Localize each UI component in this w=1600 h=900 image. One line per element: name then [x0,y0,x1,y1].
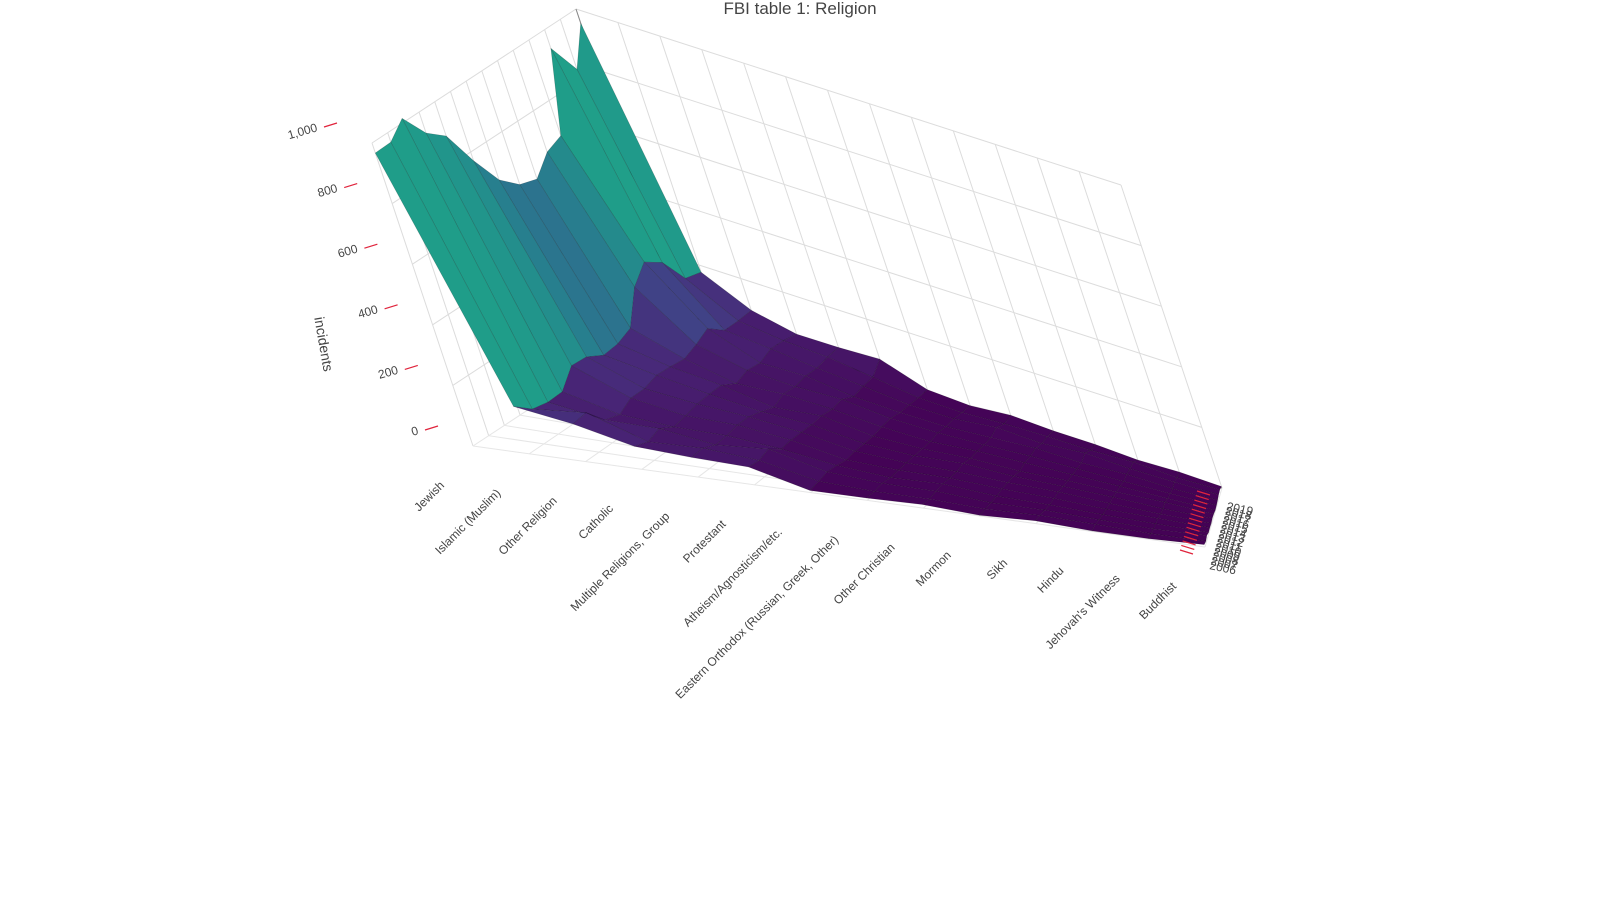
year-tick-label: 2008 [1211,549,1240,568]
chart-title: FBI table 1: Religion [723,0,876,18]
surface-cell[interactable] [1148,533,1207,545]
year-tick-mark [1179,549,1194,555]
year-tick-mark [1187,522,1202,528]
surface-cell[interactable] [1155,518,1211,533]
year-tick-label: 2010 [1214,540,1243,559]
year-tick-mark [1185,531,1199,537]
year-tick-label: 2007 [1210,554,1239,573]
back-wall-z-gridline [616,129,1162,307]
category-tick-label: Protestant [680,517,729,566]
back-wall-z-gridline [656,250,1202,428]
year-tick-mark [1182,540,1196,546]
z-tick-label: 400 [356,302,379,321]
surface-cell[interactable] [1174,477,1221,496]
year-tick-label: 2017 [1223,508,1252,527]
year-tick-mark [1195,494,1209,501]
back-wall-category-gridline [994,144,1097,448]
surface-layer[interactable] [374,22,1222,545]
back-wall-category-gridline [743,62,846,367]
category-tick-label: Other Religion [496,494,560,558]
back-wall-category-gridline [868,103,971,407]
category-tick-label: Hindu [1034,564,1066,596]
floor-year-gridline [472,445,1206,548]
z-tick-label: 1,000 [286,120,319,142]
year-tick-label: 2006 [1208,558,1237,577]
category-tick-label: Jewish [411,478,447,514]
category-tick-label: Other Christian [831,540,898,607]
category-tick-label: Buddhist [1136,579,1179,622]
back-wall-z-gridline [596,69,1142,247]
z-tick-mark [364,243,378,249]
year-tick-label: 2011 [1215,536,1243,555]
back-wall-category-gridline [701,49,804,353]
category-tick-label: Catholic [575,502,616,543]
back-wall-category-gridline [952,130,1055,435]
year-tick-label: 2015 [1220,517,1249,536]
year-tick-label: 2009 [1212,545,1241,564]
back-wall-z-gridline [575,8,1122,186]
category-tick-label: Sikh [984,556,1010,582]
z-tick-mark [384,304,398,310]
year-tick-mark [1186,526,1200,532]
back-wall-category-gridline [1078,171,1181,475]
z-tick-label: 0 [410,423,421,438]
year-tick-mark [1192,504,1207,510]
back-wall-category-gridline [785,76,888,380]
back-wall-category-gridline [1036,157,1139,462]
back-wall-category-gridline [827,90,930,394]
year-tick-mark [1190,513,1204,519]
z-tick-mark [404,364,418,370]
z-axis-label: incidents [311,316,336,373]
z-tick-label: 200 [377,363,400,382]
z-tick-label: 800 [316,181,339,200]
year-tick-label: 2018 [1224,504,1253,523]
year-tick-mark [1194,499,1208,505]
floor-category-gridline [1204,487,1223,548]
side-wall-year-gridline [371,142,474,447]
back-wall-category-gridline [910,117,1013,421]
back-wall-z-gridline [636,190,1182,368]
year-tick-label: 2019 [1225,499,1254,518]
year-tick-mark [1191,508,1205,514]
year-tick-label: 2012 [1216,531,1245,550]
year-tick-label: 2014 [1219,522,1248,541]
z-tick-mark [323,122,338,128]
category-tick-label: Mormon [913,548,954,589]
z-tick-label: 600 [336,242,359,261]
side-wall-z-gridline [371,8,577,144]
year-tick-mark [1196,490,1211,496]
year-tick-label: 2016 [1221,513,1250,532]
back-wall-category-gridline [659,35,762,340]
z-tick-mark [344,183,358,189]
year-tick-mark [1188,517,1203,523]
z-tick-mark [424,425,439,431]
back-wall-category-gridline [1120,184,1223,489]
category-tick-label: Islamic (Muslim) [432,486,503,557]
year-tick-mark [1183,535,1198,541]
year-tick-mark [1181,544,1195,551]
year-tick-label: 2013 [1218,526,1247,545]
